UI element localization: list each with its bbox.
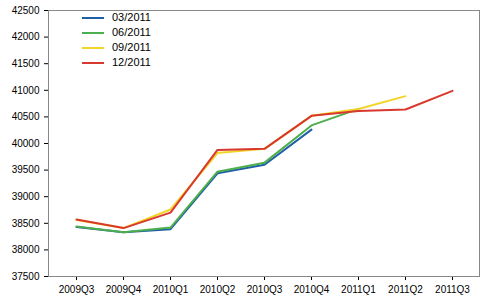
html-text:03/2011: 03/2011: [112, 11, 151, 23]
html-text:06/2011: 06/2011: [112, 26, 151, 38]
svg-text:2010Q4: 2010Q4: [294, 284, 330, 295]
svg-text:2011Q3: 2011Q3: [435, 284, 470, 295]
svg-text:2010Q3: 2010Q3: [247, 284, 283, 295]
svg-text:42000: 42000: [12, 31, 40, 42]
svg-text:39000: 39000: [12, 191, 40, 202]
html-text:09/2011: 09/2011: [112, 41, 151, 53]
svg-text:41000: 41000: [12, 85, 40, 96]
svg-text:2009Q4: 2009Q4: [106, 284, 142, 295]
svg-text:2010Q2: 2010Q2: [200, 284, 236, 295]
svg-text:37500: 37500: [12, 271, 40, 282]
svg-text:38500: 38500: [12, 218, 40, 229]
svg-text:2011Q1: 2011Q1: [341, 284, 376, 295]
svg-text:40500: 40500: [12, 111, 40, 122]
svg-text:2010Q1: 2010Q1: [153, 284, 189, 295]
svg-text:40000: 40000: [12, 138, 40, 149]
svg-text:42500: 42500: [12, 5, 40, 16]
svg-text:41500: 41500: [12, 58, 40, 69]
svg-text:2011Q2: 2011Q2: [388, 284, 423, 295]
svg-text:2009Q3: 2009Q3: [59, 284, 95, 295]
svg-text:38000: 38000: [12, 244, 40, 255]
svg-text:39500: 39500: [12, 164, 40, 175]
html-text:12/2011: 12/2011: [112, 56, 151, 68]
